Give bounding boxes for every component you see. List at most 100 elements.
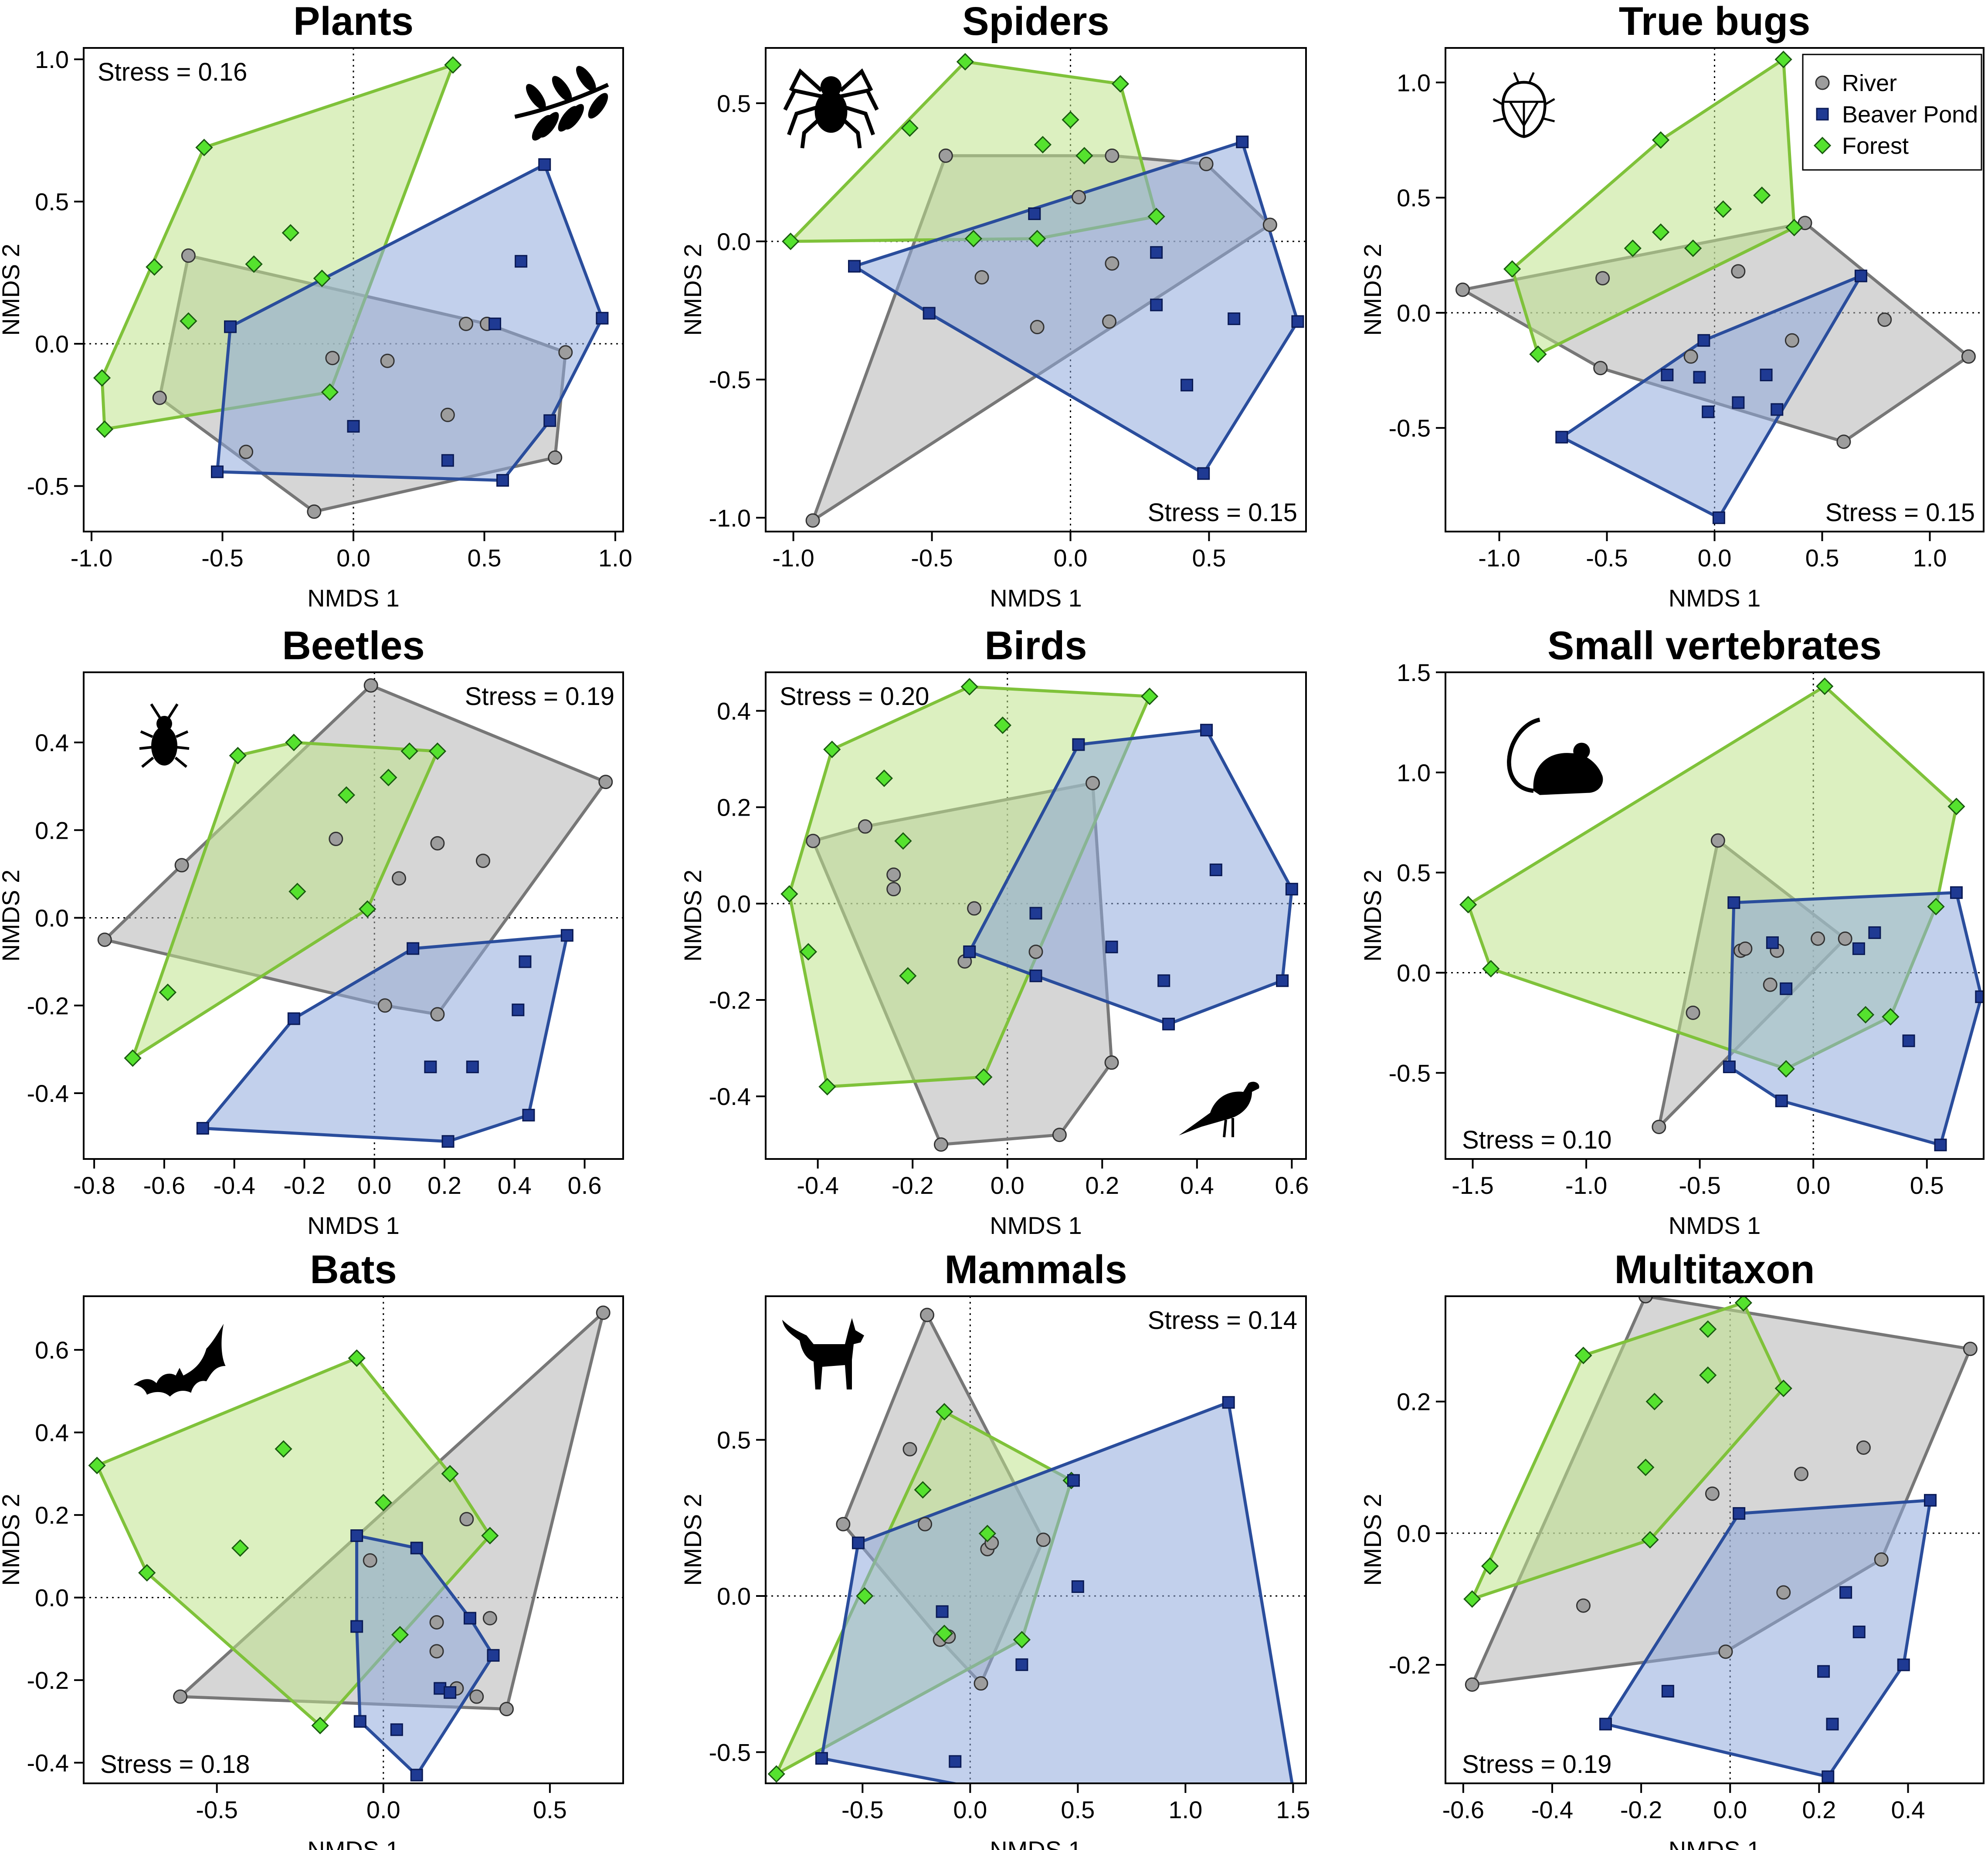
y-tick-label: 0.5 [1397,859,1431,887]
point-beaver [1950,886,1963,899]
point-beaver [1934,1138,1947,1152]
point-river [836,1517,851,1532]
point-beaver [441,454,454,467]
point-forest [780,885,798,903]
point-beaver [1854,269,1867,282]
point-river [1794,1467,1809,1481]
y-tick-label: 1.0 [1397,759,1431,786]
point-river [886,882,901,897]
point-beaver [347,420,360,433]
point-forest [288,883,306,901]
point-beaver [410,1542,423,1555]
panel-title: Birds [984,623,1087,668]
point-river [974,270,989,285]
point-river [858,819,872,834]
point-forest [1503,260,1521,278]
x-tick-label: 0.0 [1054,544,1088,572]
legend-label-beaver: Beaver Pond [1842,102,1978,128]
y-tick-label: 0.0 [1397,1520,1431,1547]
point-beaver [1072,738,1085,751]
x-tick-label: -0.2 [283,1172,326,1199]
point-river [499,1701,514,1716]
point-beaver [1029,907,1042,920]
y-tick-label: -0.5 [709,366,751,393]
point-river [1105,256,1120,271]
point-beaver [1839,1586,1852,1599]
point-river [1072,190,1086,205]
point-forest [894,832,912,850]
y-tick-label: 0.0 [1397,959,1431,987]
point-beaver [224,320,237,333]
point-beaver [1732,396,1745,409]
y-axis-label: NMDS 2 [679,1494,706,1586]
point-river [1738,941,1753,956]
x-tick-label: 0.0 [366,1796,400,1823]
x-tick-label: 1.5 [1276,1796,1310,1823]
x-tick-label: 0.2 [427,1172,461,1199]
point-river [1763,977,1778,992]
spider-icon [783,68,879,149]
point-river [459,1512,474,1527]
point-river [548,450,563,465]
shield-bug-icon [1493,72,1555,138]
stress-label: Stress = 0.15 [1148,498,1297,527]
point-beaver [444,1686,457,1699]
point-forest [1574,1346,1592,1365]
point-forest [229,747,247,765]
x-tick-label: -0.8 [73,1172,115,1199]
point-forest [994,716,1011,734]
point-beaver [1697,334,1710,347]
panel-beetles: Beetles -0.8 -0.6 -0.4 -0.2 0.0 0.2 0.4 0.6 -0.4 -… [0,623,624,1239]
point-river [377,998,392,1013]
plot-frame [765,47,1307,532]
point-beaver [463,1612,476,1625]
point-river [392,871,407,886]
point-forest [1111,75,1130,93]
y-tick-label: 0.0 [35,905,69,932]
point-river [1784,333,1799,348]
point-beaver [1067,1474,1080,1487]
x-axis-label: NMDS 1 [990,1212,1082,1239]
x-tick-label: -0.2 [1620,1796,1662,1823]
plot-frame [1445,1295,1985,1784]
x-tick-label: 1.0 [1168,1796,1202,1823]
leaf-icon [514,66,609,141]
x-tick-label: 0.5 [1061,1796,1095,1823]
point-forest [428,742,447,760]
panel-title: Beetles [282,623,424,668]
x-tick-label: -1.5 [1452,1172,1494,1199]
y-tick-label: 0.5 [35,188,69,216]
point-beaver [410,1769,423,1782]
panel-title: True bugs [1619,0,1811,44]
plot-frame [765,671,1307,1160]
point-river [152,390,167,405]
point-beaver [1181,379,1194,392]
y-tick-label: -0.2 [27,992,69,1020]
point-beaver [1702,405,1715,418]
point-forest [275,1440,292,1458]
point-forest [1652,223,1670,241]
y-tick-label: 0.0 [35,330,69,358]
panel-true-bugs: True bugs -1.0 -0.5 0.0 0.5 1.0 -0.5 0.0 0.5 1.0 N… [1359,0,1985,612]
y-tick-label: -0.2 [27,1667,69,1694]
point-river [1030,320,1045,335]
point-forest [901,119,919,137]
point-river [1036,1532,1051,1547]
point-forest [1140,688,1159,705]
x-tick-label: 0.5 [533,1796,567,1823]
panel-bats: Bats -0.5 0.0 0.5 -0.4 -0.2 0.0 0.2 0.4 0.6 NMDS 1… [0,1247,624,1850]
stress-label: Stress = 0.16 [98,58,247,86]
point-river [1262,217,1277,232]
point-beaver [1157,974,1170,987]
y-tick-label: 0.4 [717,697,751,725]
point-beaver [923,307,936,320]
x-axis-label: NMDS 1 [990,584,1082,612]
point-forest [1856,1006,1875,1024]
x-axis-label: NMDS 1 [1669,1836,1761,1850]
y-tick-label: -0.4 [27,1749,69,1777]
y-tick-label: 0.2 [1397,1388,1431,1416]
point-beaver [963,945,976,958]
x-tick-label: -0.4 [797,1172,839,1199]
point-river [918,1517,933,1532]
point-forest [245,255,263,273]
